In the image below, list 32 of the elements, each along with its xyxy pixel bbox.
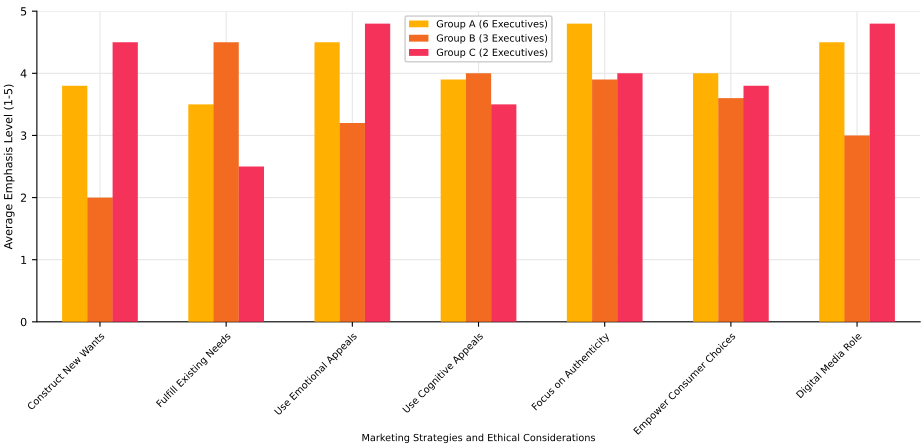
bar [112, 42, 138, 322]
y-tick-label: 2 [20, 194, 26, 202]
bar [214, 42, 239, 322]
bar [87, 198, 113, 322]
legend-label: Group B (3 Executives) [436, 34, 548, 44]
bar [693, 73, 718, 322]
bar [188, 104, 214, 322]
bar [62, 86, 88, 322]
y-tick-label: 3 [20, 131, 26, 140]
bar [744, 86, 769, 322]
bar [340, 123, 365, 322]
bar [466, 73, 492, 322]
legend-label: Group C (2 Executives) [436, 48, 548, 58]
bar [238, 166, 264, 322]
y-tick-label: 5 [20, 7, 26, 16]
bar [617, 73, 643, 322]
bar [491, 104, 516, 322]
bar [440, 80, 466, 322]
bar [592, 80, 618, 322]
bar [819, 42, 844, 322]
bar [364, 24, 390, 322]
bar [314, 42, 340, 322]
y-axis-title: Average Emphasis Level (1-5) [4, 84, 15, 250]
bar [718, 98, 744, 322]
bar [566, 24, 592, 322]
legend-label: Group A (6 Executives) [436, 20, 548, 30]
y-tick-label: 1 [21, 256, 26, 264]
y-tick-label: 4 [20, 69, 27, 78]
bar [870, 24, 895, 322]
bar [844, 135, 870, 322]
x-axis-title: Marketing Strategies and Ethical Considerations [362, 434, 596, 444]
y-tick-label: 0 [20, 318, 26, 326]
